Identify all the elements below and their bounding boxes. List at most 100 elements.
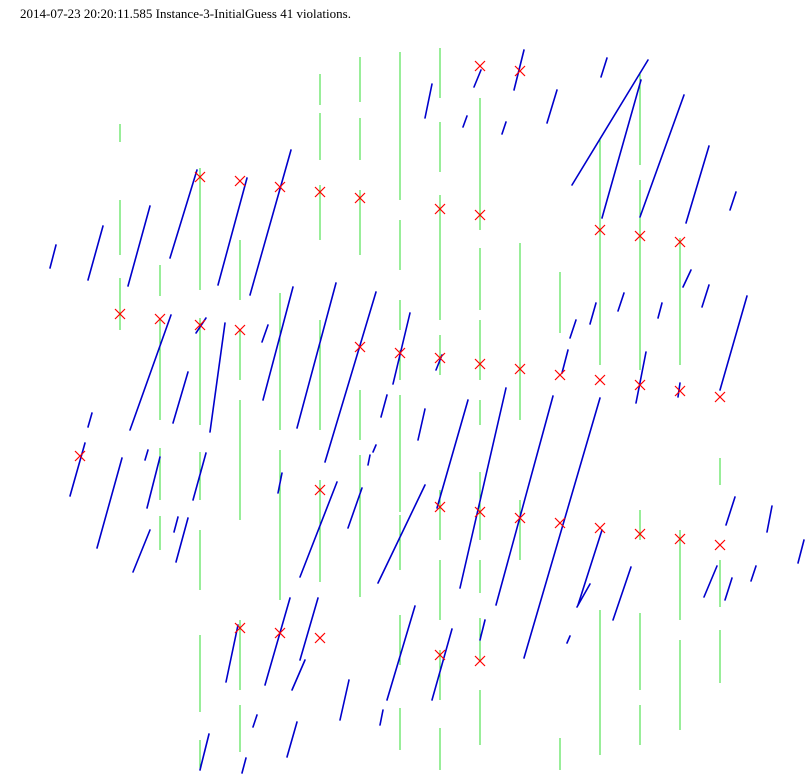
slanted-segment [657, 302, 663, 319]
violation-marker [314, 484, 326, 496]
slanted-segment [264, 597, 291, 686]
slanted-segment [173, 516, 179, 533]
slanted-segment [750, 565, 757, 582]
slanted-segment [462, 115, 468, 128]
violation-marker [474, 506, 486, 518]
slanted-segment [199, 733, 210, 771]
slanted-segment [225, 624, 239, 683]
violation-marker [474, 358, 486, 370]
slanted-segment [87, 225, 104, 281]
slanted-segment [127, 205, 151, 287]
slanted-segment [299, 597, 319, 661]
slanted-segment [252, 714, 258, 728]
violation-marker [314, 632, 326, 644]
page-title: 2014-07-23 20:20:11.585 Instance-3-Initi… [20, 6, 351, 21]
slanted-segment [249, 149, 292, 296]
slanted-segment [347, 487, 363, 529]
slanted-segment [495, 395, 554, 606]
slanted-segment [589, 302, 597, 325]
slanted-segment [367, 454, 371, 466]
violation-marker [274, 627, 286, 639]
violation-marker [194, 319, 206, 331]
slanted-segment [431, 628, 453, 701]
slanted-segment [175, 517, 189, 563]
slanted-segment [379, 709, 384, 726]
violation-marker [354, 192, 366, 204]
slanted-segment [725, 496, 736, 526]
violation-marker [594, 224, 606, 236]
slanted-segment [209, 322, 226, 433]
slanted-segment [436, 399, 469, 509]
slanted-segment [132, 529, 151, 573]
slanted-segment [372, 444, 377, 453]
slanted-segment [523, 397, 601, 659]
slanted-segment [144, 449, 149, 461]
slanted-segment [724, 577, 733, 601]
slanted-segments [49, 49, 805, 774]
slanted-segment [286, 721, 298, 758]
slanted-segment [635, 351, 647, 404]
slanted-segment [719, 295, 748, 391]
slanted-segment [703, 565, 718, 598]
slanted-segment [685, 145, 710, 224]
slanted-segment [417, 408, 426, 441]
violation-marker [714, 391, 726, 403]
violation-marker [234, 175, 246, 187]
violation-marker [114, 308, 126, 320]
violation-marker [514, 65, 526, 77]
violation-marker [474, 209, 486, 221]
slanted-segment [217, 177, 248, 286]
slanted-segment [172, 371, 189, 424]
slanted-segment [296, 282, 337, 429]
slanted-segment [571, 59, 649, 186]
slanted-segment [546, 89, 558, 124]
violation-marker [394, 347, 406, 359]
slanted-segment [566, 635, 571, 644]
violation-marker [194, 171, 206, 183]
slanted-segment [612, 566, 632, 621]
slanted-segment [797, 539, 805, 564]
violation-marker [354, 341, 366, 353]
slanted-segment [262, 286, 294, 401]
slanted-segment [392, 312, 411, 385]
violation-marker [74, 450, 86, 462]
violation-marker [634, 528, 646, 540]
violation-marker [234, 324, 246, 336]
slanted-segment [169, 169, 198, 259]
slanted-segment [299, 481, 338, 578]
slanted-segment [561, 349, 569, 374]
violation-marker [514, 363, 526, 375]
violation-marker [154, 313, 166, 325]
slanted-segment [261, 324, 269, 343]
violation-marker [434, 352, 446, 364]
vertical-segments [119, 48, 721, 770]
slanted-segment [459, 387, 507, 589]
slanted-segment [729, 191, 737, 211]
violation-marker [234, 622, 246, 634]
violation-marker [714, 539, 726, 551]
violation-marker [474, 60, 486, 72]
slanted-segment [600, 57, 608, 78]
violation-marker [674, 533, 686, 545]
slanted-segment [241, 757, 247, 774]
violation-marker [594, 374, 606, 386]
slanted-segment [324, 291, 377, 463]
slanted-segment [576, 583, 591, 608]
slanted-segment [277, 472, 283, 494]
slanted-segment [601, 79, 642, 219]
violation-marker [634, 379, 646, 391]
slanted-segment [639, 94, 685, 218]
slanted-segment [339, 679, 350, 721]
slanted-segment [291, 659, 306, 691]
violation-marker [434, 649, 446, 661]
slanted-segment [479, 619, 486, 641]
slanted-segment [577, 529, 603, 606]
slanted-segment [473, 69, 482, 88]
slanted-segment [617, 292, 625, 312]
violation-marker [314, 186, 326, 198]
violation-marker [554, 517, 566, 529]
violation-markers [74, 60, 726, 667]
slanted-segment [386, 605, 416, 701]
slanted-segment [192, 452, 207, 501]
